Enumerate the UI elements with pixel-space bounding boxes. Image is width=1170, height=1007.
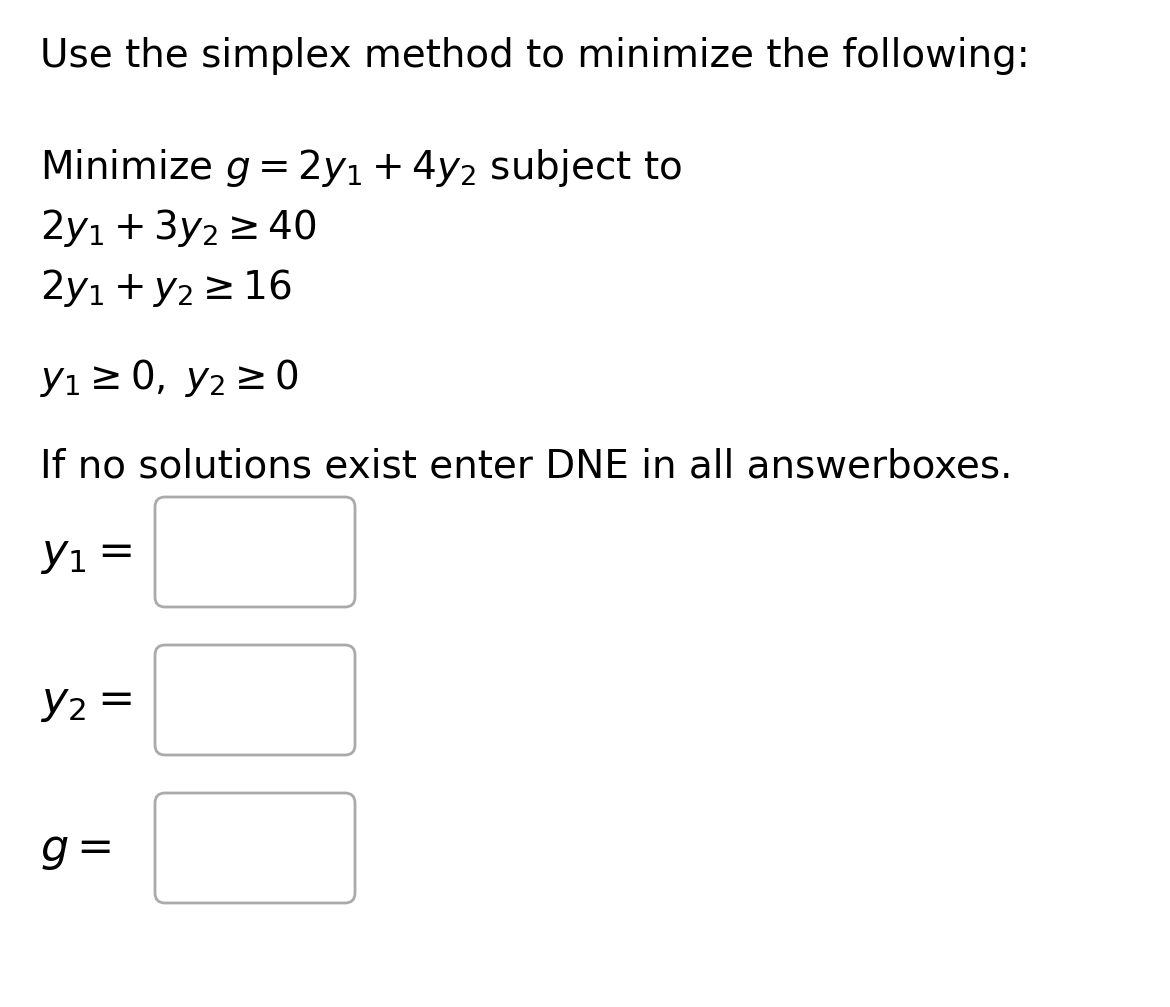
Text: $y_2 =$: $y_2 =$ bbox=[40, 681, 132, 723]
Text: $2y_1 + y_2 \geq 16$: $2y_1 + y_2 \geq 16$ bbox=[40, 267, 292, 309]
Text: Minimize $g = 2y_1 + 4y_2$ subject to: Minimize $g = 2y_1 + 4y_2$ subject to bbox=[40, 147, 682, 189]
Text: $2y_1 + 3y_2 \geq 40$: $2y_1 + 3y_2 \geq 40$ bbox=[40, 207, 317, 249]
Text: Use the simplex method to minimize the following:: Use the simplex method to minimize the f… bbox=[40, 37, 1030, 75]
FancyBboxPatch shape bbox=[154, 793, 355, 903]
Text: $y_1 \geq 0,\; y_2 \geq 0$: $y_1 \geq 0,\; y_2 \geq 0$ bbox=[40, 357, 298, 399]
FancyBboxPatch shape bbox=[154, 497, 355, 607]
FancyBboxPatch shape bbox=[154, 645, 355, 755]
Text: $g =$: $g =$ bbox=[40, 829, 111, 871]
Text: $y_1 =$: $y_1 =$ bbox=[40, 533, 132, 575]
Text: If no solutions exist enter DNE in all answerboxes.: If no solutions exist enter DNE in all a… bbox=[40, 447, 1012, 485]
